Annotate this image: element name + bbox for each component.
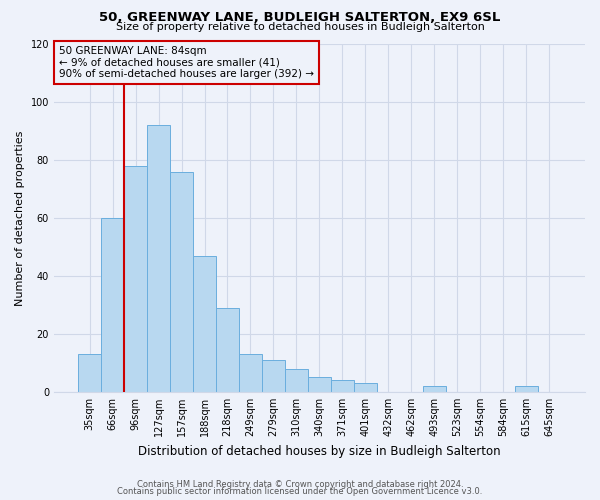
Bar <box>308 378 331 392</box>
Bar <box>170 172 193 392</box>
Text: Contains HM Land Registry data © Crown copyright and database right 2024.: Contains HM Land Registry data © Crown c… <box>137 480 463 489</box>
Text: 50, GREENWAY LANE, BUDLEIGH SALTERTON, EX9 6SL: 50, GREENWAY LANE, BUDLEIGH SALTERTON, E… <box>100 11 500 24</box>
Bar <box>262 360 285 392</box>
Bar <box>331 380 354 392</box>
Bar <box>354 383 377 392</box>
Bar <box>423 386 446 392</box>
Bar <box>216 308 239 392</box>
Bar <box>78 354 101 392</box>
Y-axis label: Number of detached properties: Number of detached properties <box>15 130 25 306</box>
Text: Contains public sector information licensed under the Open Government Licence v3: Contains public sector information licen… <box>118 488 482 496</box>
Text: Size of property relative to detached houses in Budleigh Salterton: Size of property relative to detached ho… <box>116 22 484 32</box>
Bar <box>101 218 124 392</box>
Bar <box>285 368 308 392</box>
Bar <box>515 386 538 392</box>
X-axis label: Distribution of detached houses by size in Budleigh Salterton: Distribution of detached houses by size … <box>138 444 501 458</box>
Bar <box>239 354 262 392</box>
Bar <box>147 125 170 392</box>
Text: 50 GREENWAY LANE: 84sqm
← 9% of detached houses are smaller (41)
90% of semi-det: 50 GREENWAY LANE: 84sqm ← 9% of detached… <box>59 46 314 79</box>
Bar <box>193 256 216 392</box>
Bar <box>124 166 147 392</box>
